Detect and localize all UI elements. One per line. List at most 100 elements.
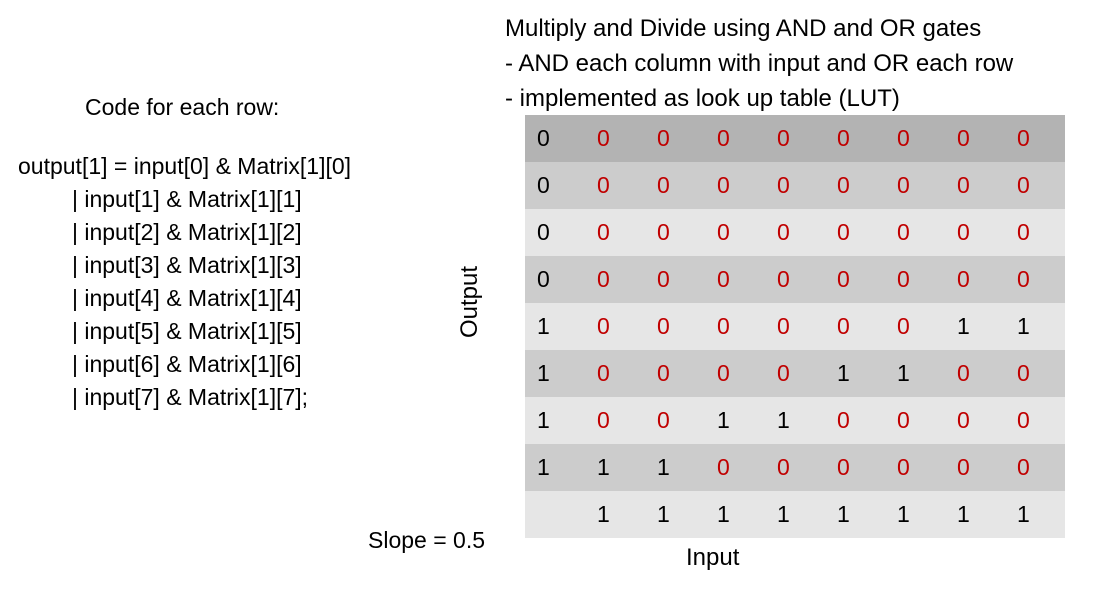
table-cell: 0 — [717, 454, 730, 480]
table-cell: 0 — [1017, 172, 1030, 198]
x-axis-label: Input — [686, 544, 740, 571]
table-cell: 0 — [717, 360, 730, 386]
header-line: Multiply and Divide using AND and OR gat… — [505, 15, 982, 42]
table-cell: 0 — [717, 172, 730, 198]
y-axis-label: Output — [456, 265, 483, 339]
table-cell: 0 — [717, 219, 730, 245]
table-cell: 0 — [717, 125, 730, 151]
code-line: | input[4] & Matrix[1][4] — [72, 285, 302, 311]
code-line: output[1] = input[0] & Matrix[1][0] — [18, 153, 352, 179]
table-cell: 1 — [777, 407, 790, 433]
table-cell: 1 — [597, 454, 610, 480]
table-cell: 0 — [1017, 360, 1030, 386]
table-cell: 1 — [717, 407, 730, 433]
table-cell: 0 — [957, 219, 970, 245]
table-cell: 1 — [1017, 313, 1030, 339]
slope-note: Slope = 0.5 — [368, 527, 486, 553]
table-cell: 1 — [1017, 501, 1030, 527]
table-row — [525, 444, 1065, 492]
table-cell: 0 — [957, 172, 970, 198]
table-cell: 0 — [1017, 266, 1030, 292]
table-cell: 0 — [777, 266, 790, 292]
table-cell: 0 — [657, 125, 670, 151]
table-cell: 1 — [537, 407, 550, 433]
table-cell: 0 — [957, 266, 970, 292]
table-cell: 1 — [837, 360, 850, 386]
table-cell: 0 — [657, 313, 670, 339]
table-cell: 0 — [837, 407, 850, 433]
table-cell: 0 — [657, 360, 670, 386]
table-cell: 0 — [657, 266, 670, 292]
code-line: | input[1] & Matrix[1][1] — [72, 186, 302, 212]
code-line: | input[7] & Matrix[1][7]; — [72, 384, 309, 410]
table-cell: 0 — [1017, 407, 1030, 433]
code-line: | input[2] & Matrix[1][2] — [72, 219, 302, 245]
table-cell: 1 — [537, 313, 550, 339]
table-cell: 0 — [597, 407, 610, 433]
table-cell: 0 — [1017, 454, 1030, 480]
table-cell: 1 — [537, 454, 550, 480]
table-cell: 1 — [717, 501, 730, 527]
table-cell: 0 — [537, 172, 550, 198]
table-cell: 0 — [897, 125, 910, 151]
table-cell: 0 — [957, 454, 970, 480]
table-cell: 0 — [537, 125, 550, 151]
table-cell: 0 — [1017, 125, 1030, 151]
table-cell: 0 — [537, 219, 550, 245]
table-cell: 0 — [957, 407, 970, 433]
table-cell: 1 — [537, 360, 550, 386]
table-cell: 0 — [897, 454, 910, 480]
table-cell: 0 — [597, 360, 610, 386]
header-line: - AND each column with input and OR each… — [505, 50, 1014, 77]
table-cell: 0 — [837, 454, 850, 480]
table-cell: 1 — [957, 501, 970, 527]
table-cell: 0 — [1017, 219, 1030, 245]
table-cell: 0 — [597, 172, 610, 198]
table-row — [525, 209, 1065, 257]
table-cell: 0 — [897, 407, 910, 433]
table-cell: 0 — [597, 219, 610, 245]
table-cell: 1 — [597, 501, 610, 527]
table-cell: 0 — [657, 172, 670, 198]
code-title: Code for each row: — [85, 94, 280, 120]
table-row — [525, 397, 1065, 445]
table-row — [525, 303, 1065, 351]
table-cell: 0 — [837, 125, 850, 151]
table-row — [525, 491, 1065, 539]
table-cell: 0 — [777, 125, 790, 151]
table-cell: 0 — [717, 266, 730, 292]
table-cell: 0 — [597, 313, 610, 339]
table-cell: 0 — [837, 313, 850, 339]
table-cell: 0 — [777, 454, 790, 480]
table-cell: 0 — [777, 219, 790, 245]
table-cell: 0 — [717, 313, 730, 339]
table-cell: 1 — [837, 501, 850, 527]
table-cell: 0 — [777, 172, 790, 198]
table-cell: 0 — [537, 266, 550, 292]
table-cell: 1 — [657, 454, 670, 480]
table-cell: 0 — [837, 266, 850, 292]
table-cell: 1 — [897, 501, 910, 527]
table-cell: 0 — [777, 313, 790, 339]
table-cell: 0 — [897, 313, 910, 339]
table-cell: 0 — [957, 360, 970, 386]
table-cell: 0 — [837, 219, 850, 245]
table-cell: 0 — [897, 172, 910, 198]
table-cell: 0 — [957, 125, 970, 151]
table-row — [525, 256, 1065, 304]
header-line: - implemented as look up table (LUT) — [505, 85, 900, 112]
table-row — [525, 115, 1065, 163]
table-cell: 1 — [657, 501, 670, 527]
code-line: | input[5] & Matrix[1][5] — [72, 318, 302, 344]
code-line: | input[3] & Matrix[1][3] — [72, 252, 302, 278]
table-cell: 0 — [597, 266, 610, 292]
table-cell: 0 — [897, 266, 910, 292]
table-cell: 0 — [837, 172, 850, 198]
table-cell: 0 — [897, 219, 910, 245]
code-line: | input[6] & Matrix[1][6] — [72, 351, 302, 377]
table-cell: 1 — [777, 501, 790, 527]
table-cell: 0 — [657, 407, 670, 433]
table-cell: 0 — [777, 360, 790, 386]
table-cell: 0 — [597, 125, 610, 151]
